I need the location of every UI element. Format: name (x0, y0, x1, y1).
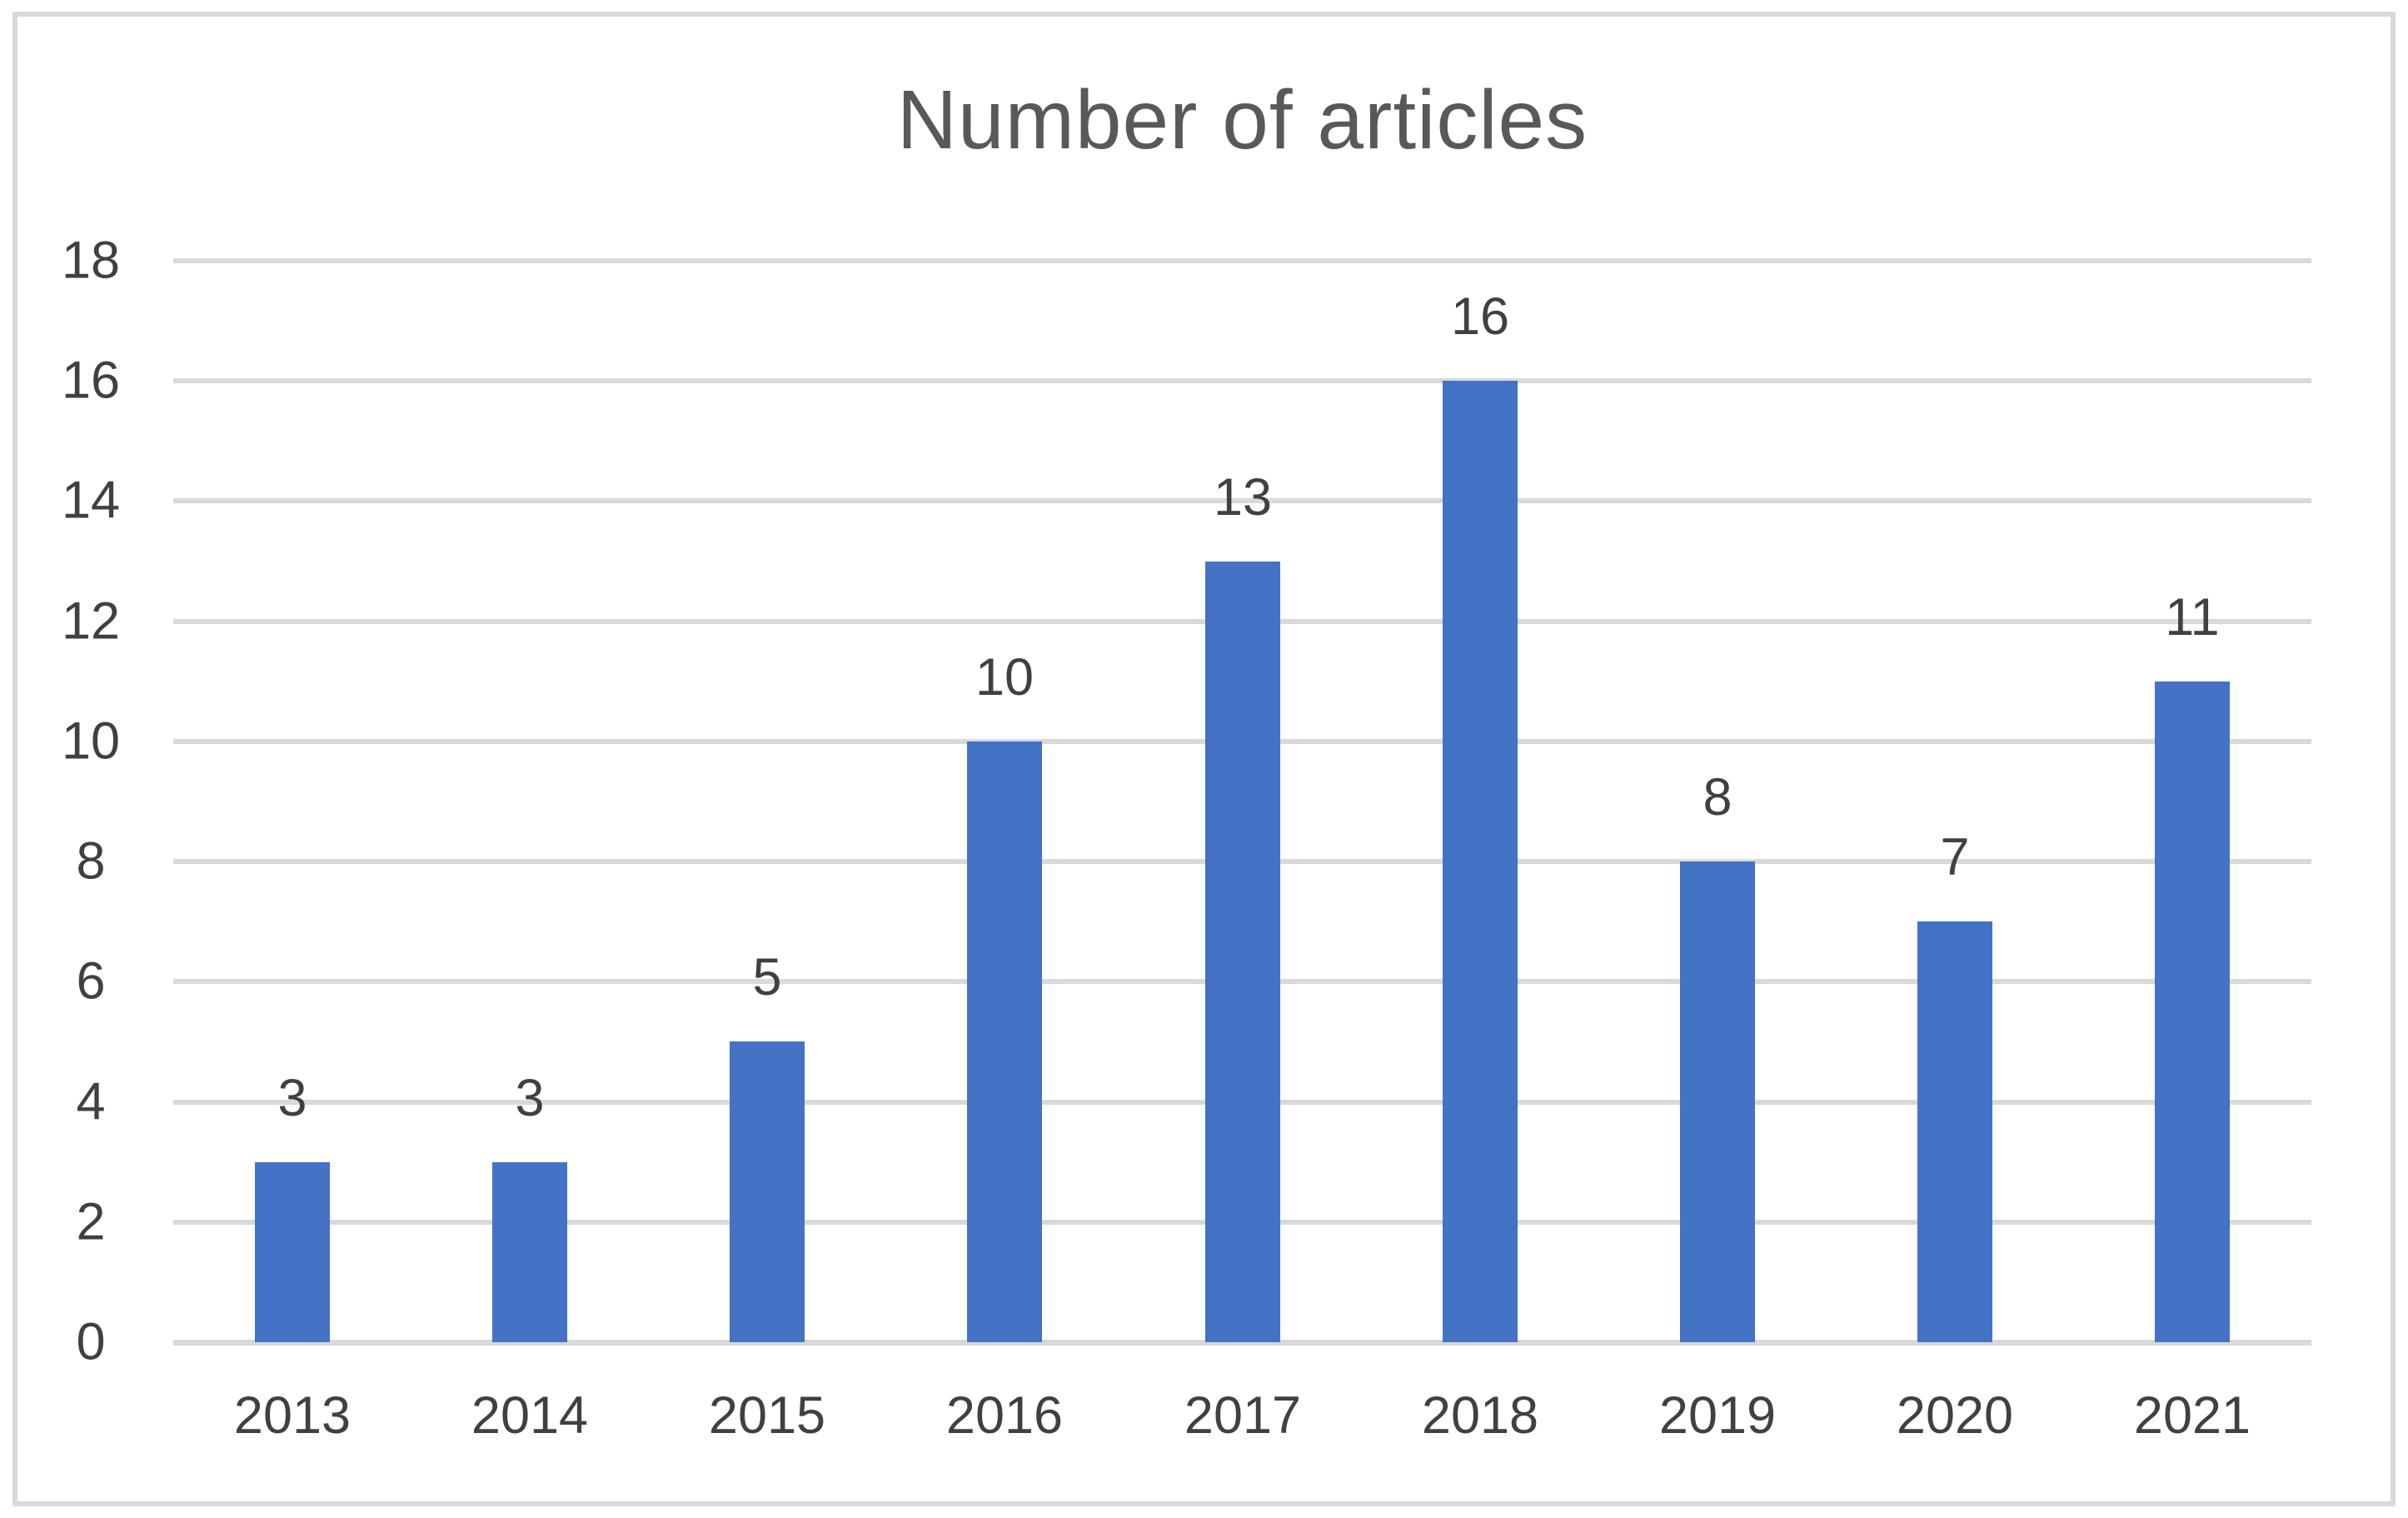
data-label-2018: 16 (1450, 287, 1510, 346)
y-tick-label-8: 8 (76, 831, 106, 891)
bar-2020 (1917, 921, 1992, 1342)
x-tick-label-2020: 2020 (1896, 1386, 2014, 1445)
bar-2021 (2155, 682, 2230, 1342)
gridline-14 (173, 498, 2311, 503)
x-tick-label-2016: 2016 (945, 1386, 1064, 1445)
bar-2015 (730, 1041, 805, 1342)
x-tick-label-2013: 2013 (233, 1386, 351, 1445)
bar-2014 (492, 1162, 567, 1342)
x-axis-line (173, 1340, 2311, 1346)
gridline-18 (173, 258, 2311, 263)
y-tick-label-10: 10 (61, 712, 121, 771)
y-tick-label-0: 0 (76, 1312, 106, 1371)
x-tick-label-2018: 2018 (1421, 1386, 1539, 1445)
data-label-2013: 3 (277, 1069, 307, 1127)
x-tick-label-2015: 2015 (708, 1386, 826, 1445)
chart-title: Number of articles (896, 73, 1588, 167)
x-tick-label-2014: 2014 (471, 1386, 589, 1445)
bar-2019 (1680, 861, 1755, 1342)
data-label-2015: 5 (752, 948, 782, 1006)
data-label-2016: 10 (975, 648, 1034, 707)
data-label-2021: 11 (2165, 588, 2220, 647)
y-tick-label-14: 14 (61, 471, 121, 530)
x-tick-label-2017: 2017 (1184, 1386, 1302, 1445)
data-label-2014: 3 (515, 1069, 545, 1127)
y-tick-label-18: 18 (61, 231, 121, 290)
x-tick-label-2021: 2021 (2133, 1386, 2251, 1445)
data-label-2020: 7 (1940, 828, 1970, 886)
gridline-16 (173, 378, 2311, 383)
data-label-2017: 13 (1213, 468, 1273, 527)
y-tick-label-16: 16 (61, 351, 121, 410)
y-tick-label-6: 6 (76, 951, 106, 1011)
bar-2018 (1443, 381, 1518, 1342)
bar-2017 (1205, 562, 1280, 1342)
y-tick-label-4: 4 (76, 1072, 106, 1131)
data-label-2019: 8 (1703, 768, 1732, 826)
bar-2016 (967, 742, 1042, 1342)
x-tick-label-2019: 2019 (1658, 1386, 1777, 1445)
bar-2013 (255, 1162, 330, 1342)
y-tick-label-2: 2 (76, 1192, 106, 1251)
chart-frame (12, 12, 2396, 1506)
y-tick-label-12: 12 (61, 592, 121, 651)
